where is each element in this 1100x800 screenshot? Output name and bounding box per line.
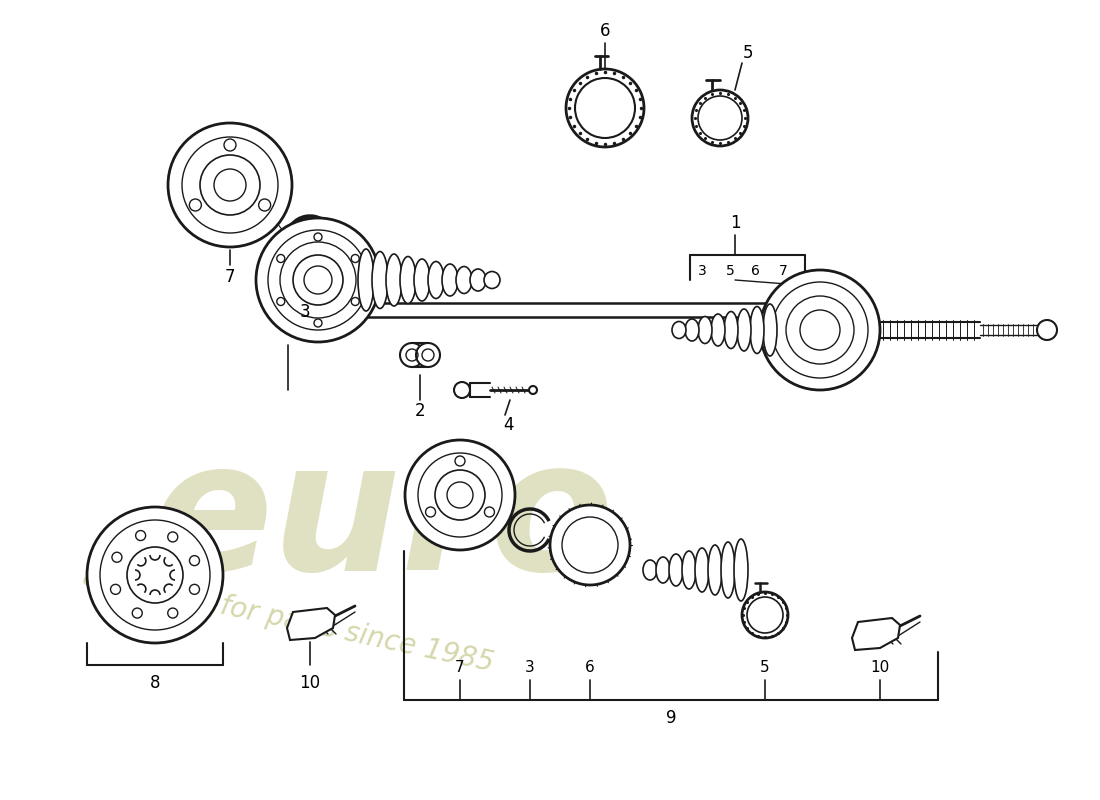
Circle shape (455, 456, 465, 466)
Text: 8: 8 (150, 674, 161, 692)
Ellipse shape (442, 264, 458, 296)
Circle shape (110, 584, 121, 594)
Ellipse shape (656, 557, 670, 583)
Circle shape (189, 199, 201, 211)
Text: 4: 4 (503, 416, 514, 434)
Ellipse shape (644, 560, 657, 580)
Circle shape (1037, 320, 1057, 340)
Ellipse shape (734, 539, 748, 601)
Circle shape (400, 343, 424, 367)
Ellipse shape (708, 545, 722, 595)
Ellipse shape (698, 317, 712, 343)
Text: euro: euro (150, 432, 614, 608)
Circle shape (87, 507, 223, 643)
Ellipse shape (763, 304, 777, 356)
Ellipse shape (682, 551, 696, 589)
Text: 3: 3 (525, 661, 535, 675)
Ellipse shape (695, 548, 710, 592)
Circle shape (454, 382, 470, 398)
Polygon shape (852, 618, 900, 650)
Text: 9: 9 (666, 709, 676, 727)
Text: 7: 7 (779, 264, 788, 278)
Circle shape (760, 270, 880, 390)
Circle shape (277, 254, 285, 262)
Ellipse shape (737, 309, 751, 351)
Circle shape (168, 123, 292, 247)
Ellipse shape (685, 319, 698, 341)
Circle shape (351, 298, 360, 306)
Circle shape (484, 507, 494, 517)
Circle shape (426, 507, 436, 517)
Text: 10: 10 (870, 661, 890, 675)
Ellipse shape (400, 257, 416, 303)
Text: 1: 1 (729, 214, 740, 232)
Ellipse shape (720, 542, 735, 598)
Text: 7: 7 (455, 661, 465, 675)
Ellipse shape (711, 314, 725, 346)
Circle shape (135, 530, 145, 541)
Ellipse shape (669, 554, 683, 586)
Ellipse shape (470, 269, 486, 291)
Polygon shape (287, 608, 336, 640)
Text: 10: 10 (299, 674, 320, 692)
Text: 3: 3 (697, 264, 706, 278)
Circle shape (256, 218, 380, 342)
Ellipse shape (672, 322, 686, 338)
Ellipse shape (750, 306, 764, 354)
Circle shape (167, 532, 178, 542)
Ellipse shape (456, 266, 472, 294)
Ellipse shape (372, 251, 388, 309)
Circle shape (112, 552, 122, 562)
Circle shape (351, 254, 360, 262)
Circle shape (132, 608, 142, 618)
Ellipse shape (428, 262, 444, 298)
Circle shape (314, 233, 322, 241)
Circle shape (258, 199, 271, 211)
Text: 6: 6 (600, 22, 610, 40)
Ellipse shape (414, 259, 430, 301)
Circle shape (277, 298, 285, 306)
Text: 6: 6 (585, 661, 595, 675)
Circle shape (529, 386, 537, 394)
Circle shape (189, 584, 199, 594)
Text: 3: 3 (299, 303, 310, 321)
Circle shape (167, 608, 178, 618)
Circle shape (405, 440, 515, 550)
Text: 6: 6 (750, 264, 759, 278)
Ellipse shape (484, 271, 500, 289)
Circle shape (416, 343, 440, 367)
Text: 5: 5 (742, 44, 754, 62)
Circle shape (314, 319, 322, 327)
Text: 5: 5 (726, 264, 735, 278)
Circle shape (224, 139, 236, 151)
Text: 2: 2 (415, 402, 426, 420)
Circle shape (550, 505, 630, 585)
Ellipse shape (386, 254, 402, 306)
Text: a passion for parts since 1985: a passion for parts since 1985 (80, 562, 496, 678)
Text: 5: 5 (760, 661, 770, 675)
Circle shape (189, 556, 199, 566)
Ellipse shape (724, 311, 738, 349)
Text: 7: 7 (224, 268, 235, 286)
Ellipse shape (358, 249, 374, 311)
